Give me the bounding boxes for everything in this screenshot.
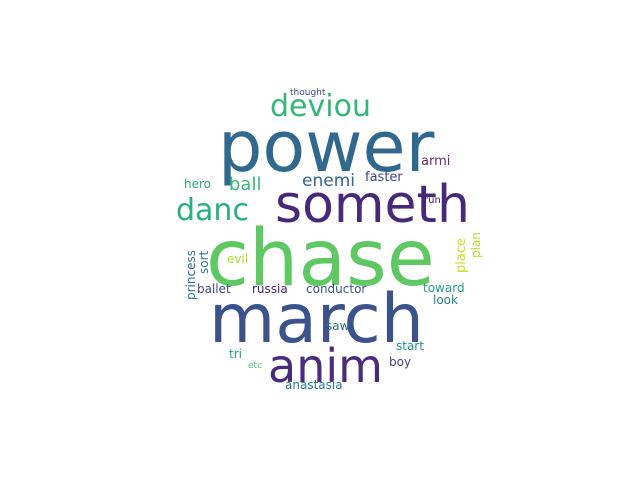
word-danc: danc bbox=[176, 193, 249, 228]
word-boy: boy bbox=[389, 355, 411, 369]
word-place: place bbox=[454, 238, 469, 273]
word-enemi: enemi bbox=[302, 171, 355, 191]
word-etc: etc bbox=[248, 361, 262, 371]
word-anim: anim bbox=[268, 339, 383, 393]
word-start: start bbox=[396, 339, 424, 353]
word-anastasia: anastasia bbox=[285, 378, 343, 392]
word-toward: toward bbox=[423, 281, 465, 295]
word-hero: hero bbox=[184, 177, 211, 191]
word-ball: ball bbox=[229, 174, 261, 195]
word-look: look bbox=[433, 293, 458, 307]
word-power: power bbox=[218, 106, 435, 188]
word-evil: evil bbox=[227, 252, 248, 266]
word-russia: russia bbox=[252, 282, 288, 296]
word-thought: thought bbox=[290, 88, 326, 98]
word-armi: armi bbox=[421, 154, 450, 169]
word-sort: sort bbox=[197, 250, 211, 274]
word-chase: chase bbox=[206, 214, 435, 304]
word-princess: princess bbox=[184, 250, 198, 300]
word-saw: saw bbox=[326, 319, 350, 333]
word-conductor: conductor bbox=[306, 282, 366, 296]
word-faster: faster bbox=[365, 170, 403, 185]
word-march: march bbox=[209, 280, 424, 359]
word-someth: someth bbox=[275, 175, 470, 235]
word-ballet: ballet bbox=[197, 282, 231, 296]
word-plan: plan bbox=[469, 232, 483, 258]
word-tri: tri bbox=[229, 347, 242, 361]
word-deviou: deviou bbox=[270, 89, 371, 124]
word-run: run bbox=[424, 195, 441, 206]
